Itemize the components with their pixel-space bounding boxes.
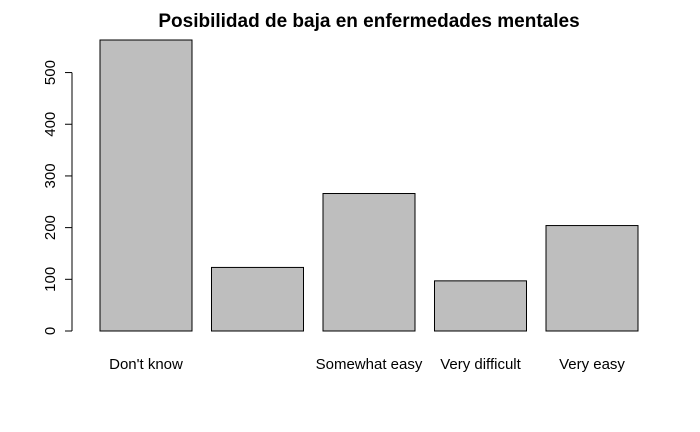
x-axis-labels: Don't know Somewhat easy Very difficult Ver… [109, 356, 625, 373]
y-tick-label: 500 [42, 60, 59, 85]
bar [322, 193, 416, 332]
chart-title: Posibilidad de baja en enfermedades ment… [158, 11, 579, 32]
bar [99, 39, 193, 332]
x-category-label: Don't know [109, 356, 183, 373]
y-tick-label: 0 [42, 327, 59, 335]
bars-group [99, 39, 639, 332]
x-category-label: Very difficult [440, 356, 521, 373]
y-axis: 0 100 200 300 400 500 [42, 60, 73, 335]
y-tick-label: 300 [42, 163, 59, 188]
bar [434, 280, 527, 332]
bar [545, 225, 639, 332]
y-tick-label: 400 [42, 112, 59, 137]
x-category-label: Somewhat easy [316, 356, 423, 373]
y-tick-label: 100 [42, 267, 59, 292]
y-tick-label: 200 [42, 215, 59, 240]
bar [211, 266, 304, 332]
x-category-label: Very easy [559, 356, 625, 373]
